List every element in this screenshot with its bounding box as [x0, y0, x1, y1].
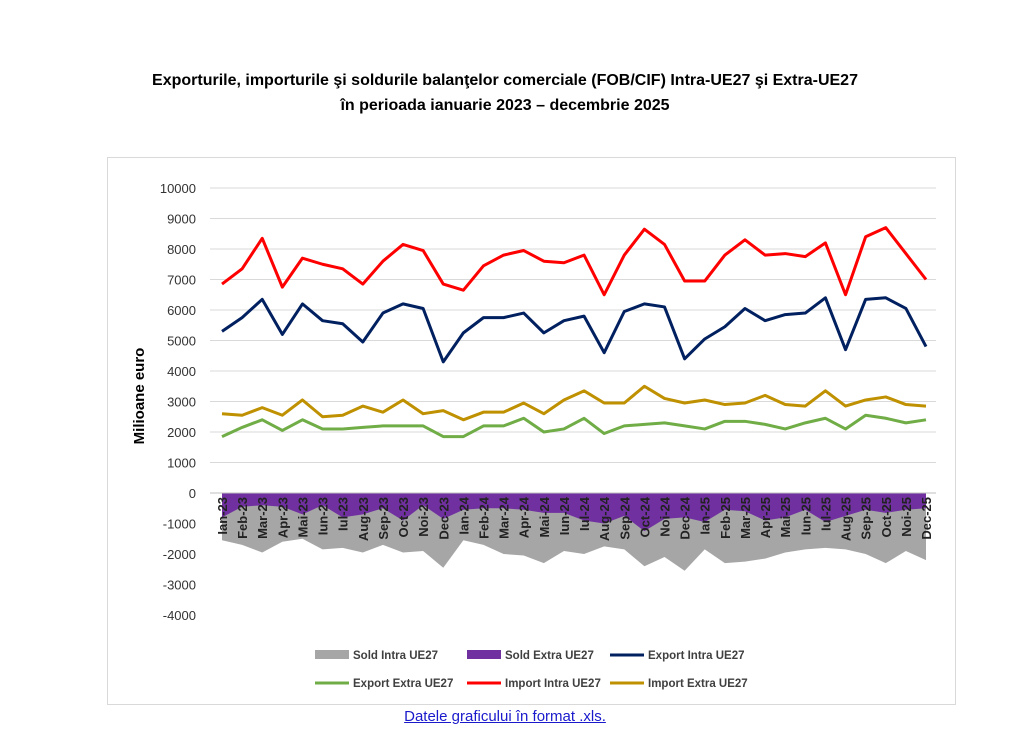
legend-label-sold-extra-ue27: Sold Extra UE27	[505, 650, 594, 662]
y-tick-label: 8000	[167, 242, 196, 257]
x-tick-label: Oct-25	[879, 497, 894, 537]
x-tick-label: Aug-24	[597, 496, 612, 541]
x-tick-label: Sep-25	[859, 497, 874, 540]
x-tick-label: Mar-25	[738, 497, 753, 539]
x-tick-label: Sep-24	[617, 496, 632, 539]
legend-label-export-intra-ue27: Export Intra UE27	[648, 650, 745, 662]
y-tick-label: -1000	[163, 517, 196, 532]
y-tick-label: -4000	[163, 608, 196, 623]
x-tick-label: Apr-23	[275, 497, 290, 538]
line-export-extra-ue27	[221, 413, 927, 439]
x-tick-label: Apr-25	[758, 497, 773, 538]
x-tick-label: Iul-24	[577, 496, 592, 531]
x-tick-label: Dec-24	[678, 496, 693, 539]
x-tick-label: Aug-25	[839, 497, 854, 541]
y-tick-label: 3000	[167, 395, 196, 410]
x-tick-label: Feb-23	[235, 497, 250, 539]
y-tick-label: -3000	[163, 578, 196, 593]
x-tick-label: Iul-25	[818, 497, 833, 531]
y-tick-label: 0	[189, 486, 196, 501]
legend-label-sold-intra-ue27: Sold Intra UE27	[353, 650, 438, 662]
x-tick-label: Mai-23	[295, 497, 310, 537]
y-tick-label: 9000	[167, 212, 196, 227]
legend-label-import-intra-ue27: Import Intra UE27	[505, 678, 601, 690]
x-tick-label: Noi-24	[658, 496, 673, 537]
x-tick-label: Apr-24	[517, 496, 532, 538]
y-axis-label: Milioane euro	[131, 348, 148, 445]
y-tick-label: 5000	[167, 334, 196, 349]
legend-swatch-sold-intra-ue27	[315, 650, 349, 659]
y-tick-label: 2000	[167, 425, 196, 440]
x-tick-label: Noi-23	[416, 497, 431, 537]
x-tick-label: Ian-25	[698, 497, 713, 535]
x-tick-label: Dec-23	[436, 497, 451, 540]
y-tick-label: -2000	[163, 547, 196, 562]
y-tick-label: 1000	[167, 456, 196, 471]
chart-title-line2: în perioada ianuarie 2023 – decembrie 20…	[340, 97, 670, 114]
x-tick-label: Dec-25	[919, 497, 934, 540]
chart-title-line1: Exporturile, importurile şi soldurile ba…	[152, 72, 858, 89]
area-sold-extra-ue27	[222, 493, 926, 532]
x-tick-label: Iul-23	[336, 497, 351, 531]
y-tick-label: 4000	[167, 364, 196, 379]
legend-label-import-extra-ue27: Import Extra UE27	[648, 678, 748, 690]
x-tick-label: Iun-23	[316, 497, 331, 535]
line-import-intra-ue27	[221, 226, 928, 297]
x-tick-label: Ian-24	[456, 496, 471, 534]
legend-label-export-extra-ue27: Export Extra UE27	[353, 678, 453, 690]
y-tick-label: 10000	[160, 181, 196, 196]
x-tick-label: Feb-25	[718, 497, 733, 539]
y-tick-label: 6000	[167, 303, 196, 318]
x-tick-label: Oct-24	[637, 496, 652, 537]
x-tick-label: Sep-23	[376, 497, 391, 540]
legend-swatch-sold-extra-ue27	[467, 650, 501, 659]
x-tick-label: Mar-23	[255, 497, 270, 539]
x-tick-label: Iun-24	[557, 496, 572, 535]
x-tick-label: Aug-23	[356, 497, 371, 541]
x-tick-label: Mar-24	[497, 496, 512, 539]
x-tick-label: Iun-25	[798, 497, 813, 535]
chart-frame	[107, 157, 956, 705]
x-tick-label: Feb-24	[476, 496, 491, 539]
x-tick-label: Mai-24	[537, 496, 552, 537]
x-tick-label: Ian-23	[215, 497, 230, 535]
x-tick-label: Noi-25	[899, 497, 914, 537]
y-tick-label: 7000	[167, 273, 196, 288]
x-tick-label: Oct-23	[396, 497, 411, 537]
line-import-extra-ue27	[221, 384, 927, 422]
xls-data-link[interactable]: Datele graficului în format .xls.	[404, 708, 606, 725]
line-export-intra-ue27	[221, 296, 928, 364]
x-tick-label: Mai-25	[778, 497, 793, 537]
